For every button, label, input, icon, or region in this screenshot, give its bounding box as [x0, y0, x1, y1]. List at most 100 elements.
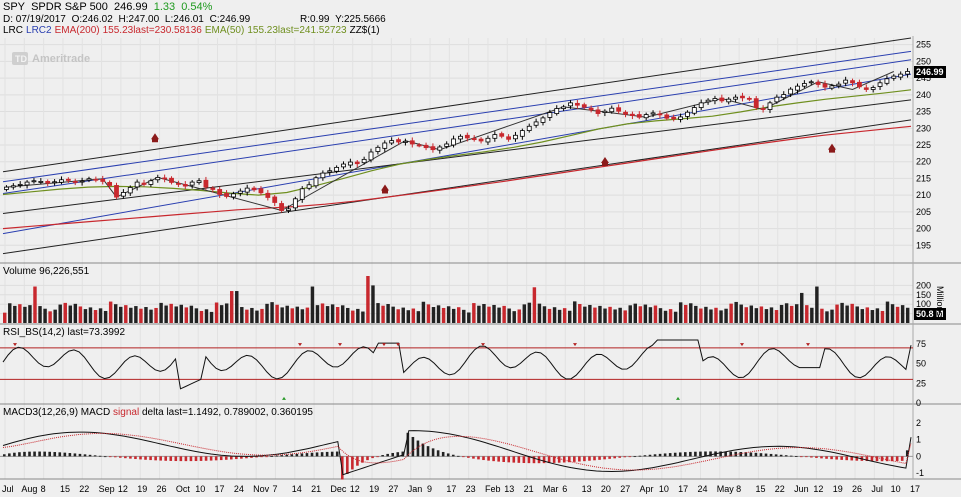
candle-body: [72, 181, 78, 183]
time-tick-label: 26: [157, 484, 167, 494]
y-readout: Y:225.5666: [335, 14, 386, 25]
volume-bar: [764, 309, 769, 323]
candle-body: [829, 85, 835, 89]
volume-bar: [174, 306, 178, 323]
time-tick-label: 19: [833, 484, 843, 494]
macd-histogram-bar: [794, 456, 798, 457]
volume-bar: [209, 311, 214, 323]
macd-histogram-bar: [628, 456, 632, 458]
macd-histogram-bar: [366, 456, 369, 461]
volume-bar: [875, 308, 880, 323]
rsi-tick-label: 50: [916, 359, 926, 369]
volume-bar: [699, 308, 703, 323]
study-lrc[interactable]: LRC: [3, 25, 24, 36]
macd-histogram-bar: [381, 455, 384, 457]
macd-histogram-bar: [119, 456, 122, 458]
candle-body: [210, 187, 216, 190]
study-ema200[interactable]: EMA(200): [54, 25, 100, 36]
volume-bar: [401, 307, 405, 323]
candle-body: [396, 139, 401, 143]
time-tick-label: 13: [504, 484, 514, 494]
signal-arrows: [151, 133, 836, 194]
time-tick-label: Jul: [871, 484, 883, 494]
candle-body: [850, 80, 855, 84]
candle-body: [513, 134, 518, 140]
macd-histogram-bar: [396, 452, 400, 457]
macd-histogram-bar: [462, 456, 465, 458]
volume-bar: [134, 306, 138, 323]
candle-body: [148, 180, 154, 185]
volume-bar: [457, 307, 461, 323]
last-price-badge: 246.99: [914, 66, 946, 78]
candle-body: [540, 117, 546, 123]
macd-histogram-bar: [522, 456, 526, 464]
volume-bar: [270, 302, 274, 323]
volume-bar: [552, 307, 557, 323]
macd-histogram-bar: [573, 456, 576, 462]
time-tick-label: 10: [195, 484, 205, 494]
candle-body: [464, 134, 470, 139]
macd-histogram-bar: [567, 456, 571, 463]
macd-signal-line: [2, 432, 912, 471]
volume-bar: [608, 306, 612, 323]
ameritrade-watermark: TD Ameritrade: [12, 52, 90, 65]
candle-body: [361, 158, 367, 164]
volume-bar: [451, 308, 456, 323]
volume-bar: [265, 303, 269, 323]
macd-histogram-bar: [492, 456, 495, 462]
candle-body: [375, 146, 381, 152]
macd-histogram-bar: [346, 456, 349, 474]
candle-body: [24, 181, 30, 186]
time-tick-label: 27: [620, 484, 630, 494]
candle-body: [45, 181, 51, 184]
volume-tick-label: 150: [916, 290, 931, 300]
price-tick-label: 195: [916, 240, 931, 250]
time-tick-label: 10: [659, 484, 669, 494]
study-ema50[interactable]: EMA(50): [204, 25, 245, 36]
macd-histogram-bar: [270, 456, 273, 457]
macd-tick-label: 0: [916, 451, 921, 461]
macd-histogram-bar: [426, 446, 430, 457]
candle-body: [774, 96, 780, 103]
volume-bar: [557, 309, 562, 323]
macd-histogram-bar: [184, 456, 188, 462]
time-tick-label: 15: [60, 484, 70, 494]
macd-histogram-bar: [290, 454, 294, 457]
volume-bar: [880, 310, 885, 323]
volume-bar: [255, 310, 259, 323]
candle-body: [898, 73, 904, 78]
macd-histogram-bar: [73, 453, 77, 457]
volume-bar: [184, 307, 189, 323]
volume-bar: [285, 305, 289, 323]
ema50-line: [2, 89, 912, 196]
candle-body: [451, 138, 456, 146]
study-zigzag[interactable]: ZZ$(1): [349, 25, 380, 36]
candle-body: [437, 146, 443, 151]
candle-body: [306, 184, 312, 189]
rsi-sell-marker-icon: [573, 343, 577, 347]
study-lrc2[interactable]: LRC2: [26, 25, 52, 36]
macd-histogram-bar: [63, 452, 67, 457]
macd-histogram-bar: [557, 456, 561, 463]
volume-bar: [643, 304, 648, 323]
macd-histogram-bar: [562, 456, 566, 463]
time-tick-label: Feb: [485, 484, 501, 494]
macd-histogram-bar: [214, 456, 218, 461]
macd-histogram-bar: [552, 456, 556, 463]
candle-body: [265, 192, 271, 198]
candle-body: [416, 144, 422, 147]
macd-histogram-bar: [48, 451, 51, 457]
macd-histogram-bar: [648, 454, 652, 457]
volume-bar: [870, 310, 875, 323]
macd-histogram-bar: [28, 451, 31, 457]
time-tick-label: May: [717, 484, 735, 494]
volume-bar: [694, 305, 698, 323]
price-tick-label: 250: [916, 56, 931, 66]
macd-panel: -1 0 1 2: [0, 418, 924, 480]
macd-histogram-bar: [477, 456, 480, 460]
macd-histogram-bar: [300, 453, 304, 457]
time-tick-label: 15: [755, 484, 765, 494]
candle-body: [354, 161, 360, 165]
volume-bar: [542, 306, 547, 323]
